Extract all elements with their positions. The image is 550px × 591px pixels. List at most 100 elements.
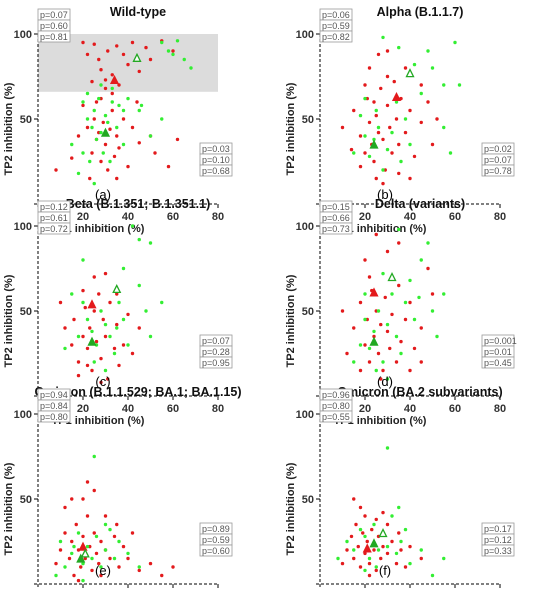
data-point bbox=[385, 544, 390, 549]
data-point bbox=[99, 565, 103, 569]
pvalue-top-value: p=0.94 bbox=[40, 390, 68, 400]
data-point bbox=[115, 125, 119, 130]
data-point bbox=[345, 351, 349, 356]
mean-marker bbox=[112, 283, 122, 294]
data-point bbox=[101, 120, 105, 125]
data-point bbox=[130, 531, 135, 535]
data-point bbox=[112, 534, 117, 539]
data-point bbox=[101, 317, 105, 322]
data-point bbox=[153, 151, 157, 155]
data-point bbox=[92, 42, 96, 46]
pvalue-top-box bbox=[319, 222, 353, 235]
data-point bbox=[126, 164, 130, 169]
data-point bbox=[126, 62, 130, 67]
data-point bbox=[63, 565, 67, 569]
data-point bbox=[363, 83, 367, 87]
pvalue-bottom-value: p=0.59 bbox=[202, 535, 230, 545]
data-point bbox=[361, 531, 365, 535]
data-point bbox=[403, 565, 408, 569]
data-point bbox=[108, 300, 112, 305]
pvalue-top-value: p=0.55 bbox=[322, 412, 350, 422]
data-point bbox=[426, 266, 430, 271]
data-point bbox=[385, 446, 390, 450]
data-point bbox=[126, 556, 130, 561]
data-point bbox=[137, 283, 141, 288]
pvalue-bottom-value: p=0.01 bbox=[484, 347, 512, 357]
panel-d: 20 40 60 80 50 100 TP1 inhibition (%) TP2 inhib… bbox=[285, 197, 517, 427]
data-point bbox=[92, 454, 96, 459]
data-point bbox=[367, 346, 372, 351]
pvalue-top-box bbox=[37, 410, 71, 423]
mean-marker bbox=[80, 548, 90, 558]
data-point bbox=[383, 295, 387, 300]
data-point bbox=[381, 360, 385, 364]
data-point bbox=[76, 360, 81, 364]
data-point bbox=[385, 329, 390, 334]
data-point bbox=[58, 548, 63, 552]
data-point bbox=[381, 137, 385, 142]
data-point bbox=[397, 171, 401, 176]
panel-c: 20 40 60 80 50 100 TP1 inhibition (%) TP2 inhib… bbox=[3, 197, 233, 427]
data-point bbox=[394, 117, 399, 121]
pvalue-top-value: p=0.61 bbox=[40, 213, 68, 223]
data-point bbox=[121, 544, 126, 549]
data-point bbox=[58, 300, 63, 305]
data-point bbox=[340, 309, 345, 313]
pvalue-top-value: p=0.60 bbox=[40, 21, 68, 31]
data-point bbox=[63, 531, 67, 535]
data-point bbox=[363, 292, 367, 296]
pvalue-top-value: p=0.72 bbox=[40, 224, 68, 234]
pvalue-bottom-value: p=0.89 bbox=[202, 524, 230, 534]
data-point bbox=[94, 534, 99, 539]
data-point bbox=[372, 522, 376, 527]
data-point bbox=[108, 527, 112, 532]
data-point bbox=[148, 561, 153, 566]
data-point bbox=[408, 368, 412, 373]
data-point bbox=[419, 556, 423, 561]
y-tick-label: 100 bbox=[296, 29, 314, 41]
data-point bbox=[349, 147, 354, 152]
data-point bbox=[430, 292, 435, 296]
data-point bbox=[117, 565, 121, 569]
data-point bbox=[99, 309, 103, 313]
pvalue-bottom-box bbox=[199, 164, 233, 177]
data-point bbox=[94, 100, 99, 104]
data-point bbox=[137, 108, 141, 113]
data-point bbox=[72, 317, 76, 322]
data-point bbox=[115, 176, 119, 181]
pvalue-bottom-value: p=0.78 bbox=[484, 166, 512, 176]
data-point bbox=[137, 141, 141, 145]
data-point bbox=[103, 514, 108, 518]
data-point bbox=[394, 551, 399, 556]
data-point bbox=[103, 113, 108, 118]
data-point bbox=[54, 561, 58, 566]
data-point bbox=[103, 368, 108, 373]
data-point bbox=[81, 151, 85, 155]
data-point bbox=[363, 514, 367, 518]
data-point bbox=[126, 96, 130, 101]
data-point bbox=[352, 326, 356, 330]
data-point bbox=[388, 346, 392, 351]
data-point bbox=[121, 52, 126, 57]
data-point bbox=[345, 548, 349, 552]
data-point bbox=[85, 317, 90, 322]
data-point bbox=[358, 565, 363, 569]
pvalue-bottom-value: p=0.001 bbox=[484, 336, 517, 346]
pvalue-bottom-value: p=0.28 bbox=[202, 347, 230, 357]
panel-letter: (e) bbox=[95, 563, 111, 578]
data-point bbox=[130, 351, 135, 356]
data-point bbox=[112, 346, 117, 351]
panel-b: 20 40 60 80 50 100 TP1 inhibition (%) TP2 inhib… bbox=[285, 5, 515, 235]
data-point bbox=[130, 125, 135, 130]
pvalue-top-value: p=0.96 bbox=[322, 390, 350, 400]
x-tick-label: 80 bbox=[494, 403, 506, 415]
data-point bbox=[144, 309, 148, 313]
data-point bbox=[97, 561, 101, 566]
data-point bbox=[72, 544, 76, 549]
data-point bbox=[376, 52, 381, 57]
data-point bbox=[352, 360, 356, 364]
data-point bbox=[381, 35, 385, 40]
data-point bbox=[372, 548, 376, 552]
data-point bbox=[76, 531, 81, 535]
data-point bbox=[117, 363, 121, 368]
